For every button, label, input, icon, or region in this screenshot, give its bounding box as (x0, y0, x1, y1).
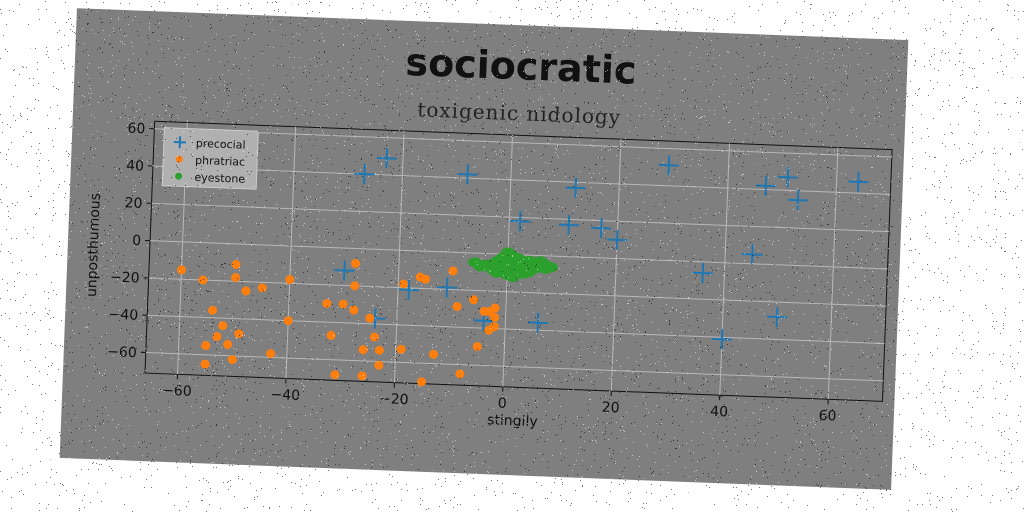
x-grid-line (610, 139, 622, 392)
scatter-chart: sociocratic toxigenic nidology −60 −40 −20… (84, 40, 893, 430)
point-precocial (755, 175, 776, 196)
point-phratriac (448, 266, 458, 276)
point-phratriac (283, 316, 293, 326)
legend-label: precocial (196, 137, 246, 152)
y-grid-line (145, 352, 884, 382)
point-phratriac (349, 305, 359, 315)
point-precocial (742, 244, 763, 265)
point-phratriac (452, 302, 462, 312)
x-tick-label: 40 (710, 404, 728, 421)
x-tick-label: 0 (497, 396, 507, 412)
legend-label: phratriac (195, 154, 245, 169)
figure: sociocratic toxigenic nidology −60 −40 −20… (59, 8, 909, 490)
point-phratriac (396, 344, 406, 354)
y-tick-label: −40 (108, 307, 138, 324)
series-precocial (334, 148, 869, 350)
point-phratriac (177, 265, 187, 275)
point-phratriac (429, 349, 439, 359)
point-phratriac (358, 345, 368, 355)
point-precocial (376, 148, 397, 169)
y-tick-label: −20 (110, 269, 140, 286)
point-phratriac (218, 321, 228, 331)
y-grid-line (148, 277, 887, 307)
chart-title: sociocratic (405, 40, 638, 93)
x-grid-line (393, 130, 405, 383)
point-phratriac (326, 330, 336, 340)
point-precocial (354, 164, 375, 185)
y-grid-line (147, 314, 885, 345)
series-phratriac (177, 258, 500, 387)
y-axis-label: unposthumous (84, 193, 104, 298)
y-tick-label: 40 (126, 158, 144, 175)
y-tick-label: 0 (132, 233, 142, 249)
y-grid-line (154, 128, 892, 158)
point-precocial (711, 329, 732, 350)
point-phratriac (351, 258, 361, 268)
y-tick-label: −60 (107, 344, 137, 361)
data-points (177, 148, 869, 387)
point-phratriac (357, 371, 367, 381)
point-phratriac (455, 369, 465, 379)
point-precocial (692, 263, 713, 284)
point-phratriac (208, 305, 218, 315)
point-precocial (607, 229, 628, 250)
y-tick-label: 60 (127, 121, 145, 138)
chart-subtitle: toxigenic nidology (417, 97, 622, 129)
point-precocial (510, 211, 531, 232)
point-phratriac (200, 359, 210, 369)
point-precocial (658, 155, 679, 176)
point-precocial (767, 307, 788, 328)
point-phratriac (198, 275, 208, 285)
point-precocial (565, 177, 586, 198)
point-phratriac (338, 299, 348, 309)
point-phratriac (201, 341, 211, 351)
point-phratriac (223, 339, 233, 349)
point-phratriac (212, 332, 222, 342)
point-phratriac (234, 329, 244, 339)
point-precocial (787, 190, 808, 211)
x-tick-label: −60 (162, 383, 192, 400)
point-precocial (777, 167, 798, 188)
point-phratriac (322, 298, 332, 308)
x-tick-label: 60 (818, 408, 836, 425)
point-precocial (558, 214, 579, 236)
point-phratriac (241, 286, 251, 296)
point-phratriac (472, 342, 482, 352)
y-tick-label: 20 (124, 195, 142, 212)
series-eyestone (468, 247, 558, 282)
point-precocial (848, 171, 869, 192)
point-precocial (436, 277, 457, 298)
point-phratriac (469, 295, 479, 305)
point-phratriac (417, 377, 427, 387)
point-phratriac (369, 332, 379, 342)
point-phratriac (330, 370, 340, 380)
legend: precocial phratriac eyestone (161, 127, 259, 190)
x-tick-label: −20 (379, 391, 409, 408)
point-precocial (457, 164, 478, 185)
x-tick-label: −40 (270, 387, 300, 404)
point-phratriac (257, 283, 267, 293)
x-grid-line (285, 126, 297, 379)
x-axis-label: stingily (487, 412, 538, 430)
point-phratriac (374, 345, 384, 355)
y-grid-line (152, 165, 891, 195)
point-phratriac (350, 281, 360, 291)
point-phratriac (231, 259, 241, 269)
legend-label: eyestone (194, 171, 245, 186)
x-tick-label: 20 (601, 400, 619, 417)
x-grid-line (719, 143, 730, 396)
x-grid-line (827, 147, 839, 400)
point-phratriac (365, 313, 375, 323)
y-axis-ticks: −60 −40 −20 0 20 40 60 (107, 121, 155, 361)
